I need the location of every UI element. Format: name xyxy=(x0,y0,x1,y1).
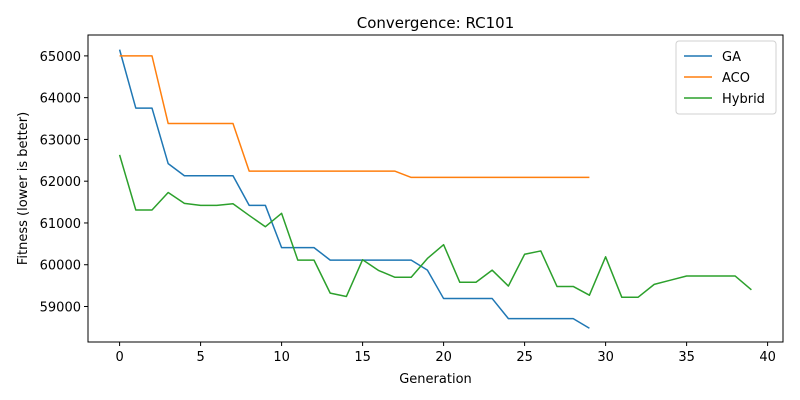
x-tick-label: 25 xyxy=(516,350,533,365)
x-tick-label: 35 xyxy=(678,350,695,365)
legend-label-aco: ACO xyxy=(722,71,750,86)
legend-label-ga: GA xyxy=(722,50,741,65)
x-tick-label: 40 xyxy=(759,350,776,365)
plot-frame xyxy=(87,34,784,343)
legend: GA ACO Hybrid xyxy=(675,40,777,115)
y-axis-label: Fitness (lower is better) xyxy=(16,112,31,265)
x-tick-label: 30 xyxy=(597,350,614,365)
series-layer xyxy=(118,49,752,329)
series-line-aco xyxy=(119,55,590,179)
y-tick-label: 63000 xyxy=(40,133,81,148)
legend-box xyxy=(675,40,777,115)
legend-label-hybrid: Hybrid xyxy=(722,92,765,107)
series-line-hybrid xyxy=(118,154,752,299)
y-tick-label: 59000 xyxy=(40,300,81,315)
series-line-ga xyxy=(118,49,590,329)
x-tick-label: 5 xyxy=(196,350,204,365)
y-tick-label: 62000 xyxy=(40,175,81,190)
y-tick-label: 61000 xyxy=(40,217,81,232)
y-tick-label: 60000 xyxy=(40,259,81,274)
y-axis: 59000 60000 61000 62000 63000 64000 65000 xyxy=(40,50,88,315)
chart-title: Convergence: RC101 xyxy=(357,14,515,32)
x-tick-label: 20 xyxy=(435,350,452,365)
x-axis: 0 5 10 15 20 25 30 35 40 xyxy=(115,342,776,365)
x-tick-label: 0 xyxy=(115,350,123,365)
x-tick-label: 15 xyxy=(354,350,371,365)
x-axis-label: Generation xyxy=(399,372,472,387)
y-tick-label: 64000 xyxy=(40,92,81,107)
x-tick-label: 10 xyxy=(273,350,290,365)
y-tick-label: 65000 xyxy=(40,50,81,65)
